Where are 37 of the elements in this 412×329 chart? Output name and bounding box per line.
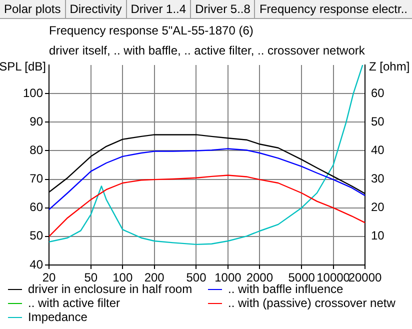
y-axis-title: SPL [dB]: [0, 59, 46, 74]
legend-label: Impedance: [28, 310, 88, 324]
x-tick-label: 100: [112, 270, 133, 285]
x-tick-label: 20000: [348, 270, 382, 285]
y2-tick-label: 50: [371, 114, 385, 128]
legend-label: .. with active filter: [28, 296, 120, 310]
text: Driver 1..4: [126, 0, 192, 18]
chart-title: Frequency response 5"AL-55-1870 (6): [49, 23, 254, 38]
text: Polar plots: [0, 0, 66, 18]
y2-tick-label: 30: [371, 172, 385, 186]
y2-tick-label: 20: [371, 200, 385, 214]
y-tick-label: 70: [30, 172, 44, 186]
x-tick-label: 2000: [246, 270, 274, 285]
y-tick-label: 80: [30, 143, 44, 158]
y-tick-label: 90: [30, 114, 44, 128]
legend-label: .. with baffle influence: [228, 282, 344, 296]
y2-tick-label: 40: [371, 143, 385, 158]
x-tick-label: 1000: [214, 270, 242, 285]
y2-axis-title: Z [ohm]: [369, 59, 410, 74]
y-tick-label: 60: [30, 200, 44, 214]
text: Driver 5..8: [191, 0, 256, 18]
chart-subtitle: driver itself, .. with baffle, .. active filter, .. crossover network: [49, 43, 366, 58]
text: Frequency response electr..: [255, 0, 412, 18]
x-tick-label: 50: [84, 270, 98, 285]
y-tick-label: 50: [30, 228, 44, 243]
y-tick-label: 100: [22, 86, 44, 100]
legend-label: driver in enclosure in half room: [28, 282, 192, 296]
y2-tick-label: 10: [371, 228, 385, 243]
x-tick-label: 20: [42, 270, 56, 285]
x-tick-label: 5000: [288, 270, 316, 285]
legend-label: .. with (passive) crossover netw: [228, 296, 396, 310]
x-tick-label: 200: [144, 270, 165, 285]
y-tick-label: 40: [30, 257, 44, 272]
text: Directivity: [66, 0, 127, 18]
y2-tick-label: 60: [371, 86, 385, 100]
x-tick-label: 500: [186, 270, 207, 285]
x-tick-label: 10000: [316, 270, 350, 285]
